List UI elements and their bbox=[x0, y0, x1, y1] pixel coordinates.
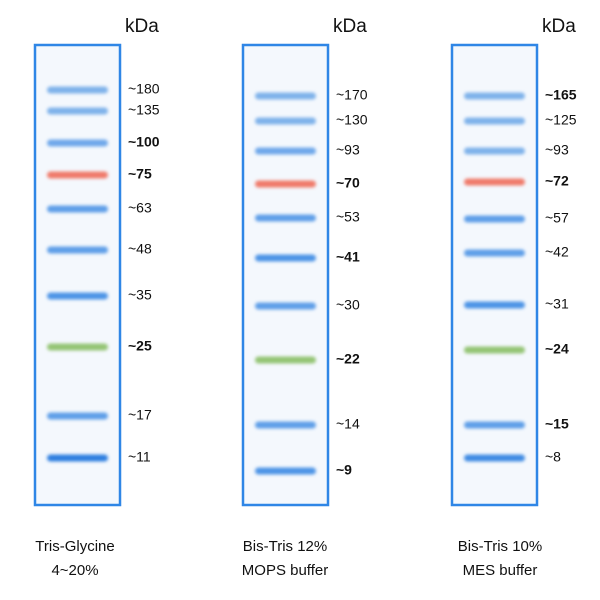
band bbox=[464, 215, 525, 223]
band bbox=[47, 246, 108, 254]
band bbox=[464, 178, 525, 186]
band-label: ~100 bbox=[128, 134, 160, 150]
band bbox=[464, 92, 525, 100]
band-label: ~24 bbox=[545, 341, 569, 357]
lane-caption: MES buffer bbox=[463, 562, 538, 579]
band bbox=[47, 292, 108, 300]
lane-caption: 4~20% bbox=[51, 562, 98, 579]
band-label: ~130 bbox=[336, 112, 368, 128]
band-label: ~8 bbox=[545, 449, 561, 465]
unit-label: kDa bbox=[333, 16, 367, 37]
band bbox=[255, 180, 316, 188]
gel-lane bbox=[241, 43, 330, 507]
band bbox=[47, 454, 108, 462]
band bbox=[255, 356, 316, 364]
band-label: ~17 bbox=[128, 407, 152, 423]
unit-label: kDa bbox=[542, 16, 576, 37]
band bbox=[255, 467, 316, 475]
band-label: ~75 bbox=[128, 166, 152, 182]
band bbox=[464, 454, 525, 462]
band bbox=[255, 92, 316, 100]
gel-lane bbox=[33, 43, 122, 507]
band bbox=[47, 205, 108, 213]
band bbox=[464, 249, 525, 257]
gel-lane bbox=[450, 43, 539, 507]
band-label: ~135 bbox=[128, 102, 160, 118]
band-label: ~70 bbox=[336, 175, 360, 191]
band-label: ~41 bbox=[336, 249, 360, 265]
band bbox=[464, 346, 525, 354]
band bbox=[255, 421, 316, 429]
lane-caption: Bis-Tris 12% bbox=[243, 538, 327, 555]
band-label: ~93 bbox=[545, 142, 569, 158]
band bbox=[47, 86, 108, 94]
band-label: ~125 bbox=[545, 112, 577, 128]
band-label: ~63 bbox=[128, 200, 152, 216]
band bbox=[255, 302, 316, 310]
lane-caption: Bis-Tris 10% bbox=[458, 538, 542, 555]
band-label: ~170 bbox=[336, 87, 368, 103]
band-label: ~35 bbox=[128, 287, 152, 303]
band-label: ~14 bbox=[336, 416, 360, 432]
band-label: ~42 bbox=[545, 244, 569, 260]
band-label: ~15 bbox=[545, 416, 569, 432]
band bbox=[47, 171, 108, 179]
lane-caption: Tris-Glycine bbox=[35, 538, 114, 555]
band-label: ~22 bbox=[336, 351, 360, 367]
band-label: ~72 bbox=[545, 173, 569, 189]
lane-caption: MOPS buffer bbox=[242, 562, 328, 579]
band-label: ~48 bbox=[128, 241, 152, 257]
band-label: ~25 bbox=[128, 338, 152, 354]
band-label: ~53 bbox=[336, 209, 360, 225]
band-label: ~180 bbox=[128, 81, 160, 97]
band bbox=[464, 421, 525, 429]
band-label: ~165 bbox=[545, 87, 577, 103]
band-label: ~93 bbox=[336, 142, 360, 158]
band bbox=[464, 117, 525, 125]
band bbox=[47, 107, 108, 115]
band-label: ~31 bbox=[545, 296, 569, 312]
band-label: ~57 bbox=[545, 210, 569, 226]
band-label: ~11 bbox=[128, 449, 151, 465]
unit-label: kDa bbox=[125, 16, 159, 37]
band bbox=[255, 214, 316, 222]
band bbox=[47, 343, 108, 351]
band bbox=[47, 139, 108, 147]
band bbox=[255, 147, 316, 155]
band bbox=[255, 117, 316, 125]
band bbox=[255, 254, 316, 262]
band bbox=[464, 301, 525, 309]
band bbox=[47, 412, 108, 420]
band-label: ~9 bbox=[336, 462, 352, 478]
band bbox=[464, 147, 525, 155]
band-label: ~30 bbox=[336, 297, 360, 313]
